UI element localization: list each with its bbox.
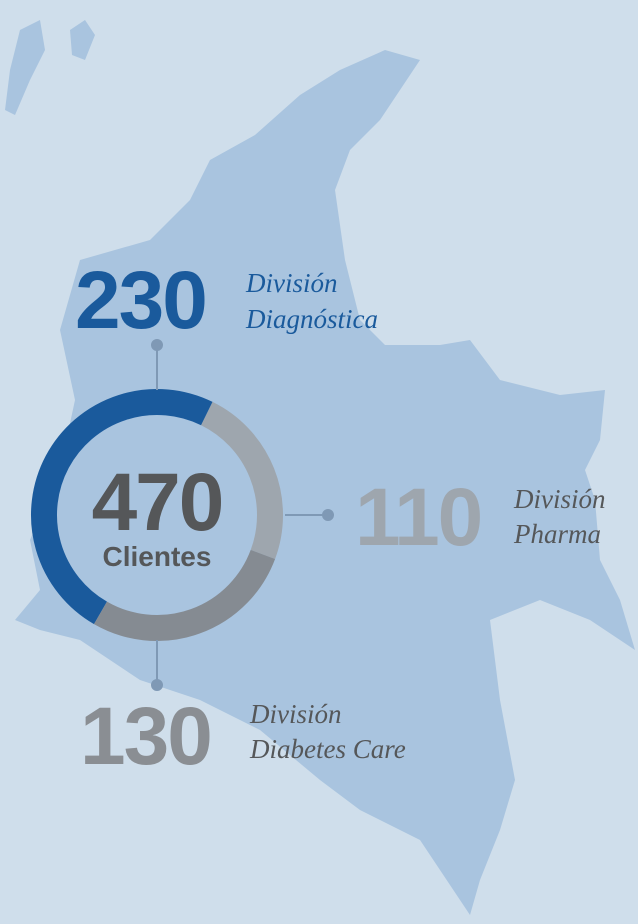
category-label: División	[513, 484, 606, 514]
donut	[31, 389, 283, 641]
donut-segment	[94, 549, 276, 641]
donut-segment	[200, 401, 283, 559]
center-value: 470	[92, 457, 223, 548]
value-label: 230	[75, 255, 206, 346]
center-label: Clientes	[103, 541, 212, 572]
category-label: División	[245, 268, 338, 298]
category-label: Diabetes Care	[249, 734, 406, 764]
connectors	[151, 339, 334, 691]
category-label: División	[249, 699, 342, 729]
map	[5, 20, 635, 915]
category-label: Diagnóstica	[245, 304, 378, 334]
value-label: 130	[80, 691, 211, 782]
value-label: 110	[355, 472, 481, 563]
category-label: Pharma	[513, 519, 601, 549]
donut-segment	[31, 389, 213, 625]
